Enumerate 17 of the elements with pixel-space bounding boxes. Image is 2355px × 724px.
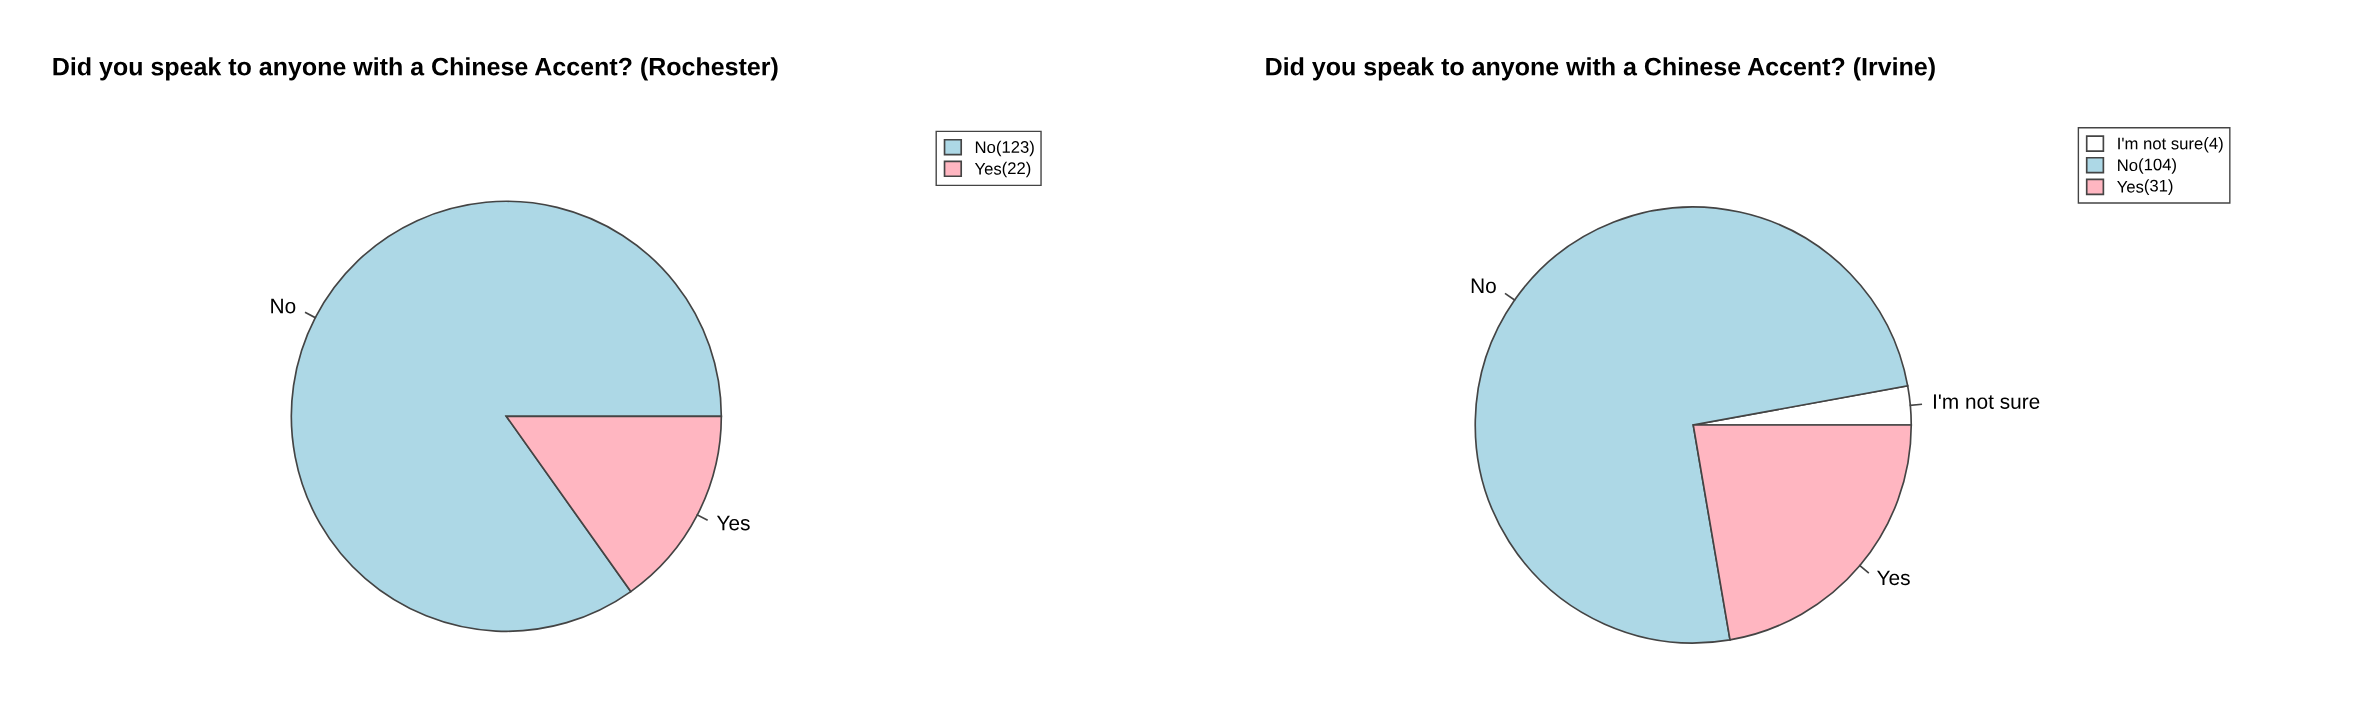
slice-label: No bbox=[271, 298, 296, 314]
legend-label: No bbox=[2118, 159, 2138, 172]
data-label: (104) bbox=[2139, 158, 2176, 174]
legend-label: No bbox=[975, 141, 996, 154]
chart-title: Did you speak to anyone with a Chinese Accent? (Irvine) bbox=[1266, 57, 1935, 81]
data-label: (31) bbox=[2144, 179, 2173, 195]
legend-label: Yes bbox=[974, 163, 1002, 175]
slice-label: Yes bbox=[716, 515, 750, 531]
slice-label: No bbox=[1471, 278, 1496, 294]
slice-label: Yes bbox=[1877, 570, 1910, 586]
legend-label: Yes bbox=[2117, 181, 2144, 193]
data-label: (22) bbox=[1002, 161, 1031, 178]
data-label: (4) bbox=[2204, 137, 2223, 153]
legend-label: I'm not sure bbox=[2118, 137, 2203, 150]
slice-label: I'm not sure bbox=[1933, 394, 2040, 409]
data-label: (123) bbox=[996, 140, 1034, 157]
chart-title: Did you speak to anyone with a Chinese Accent? (Rochester) bbox=[53, 57, 778, 81]
